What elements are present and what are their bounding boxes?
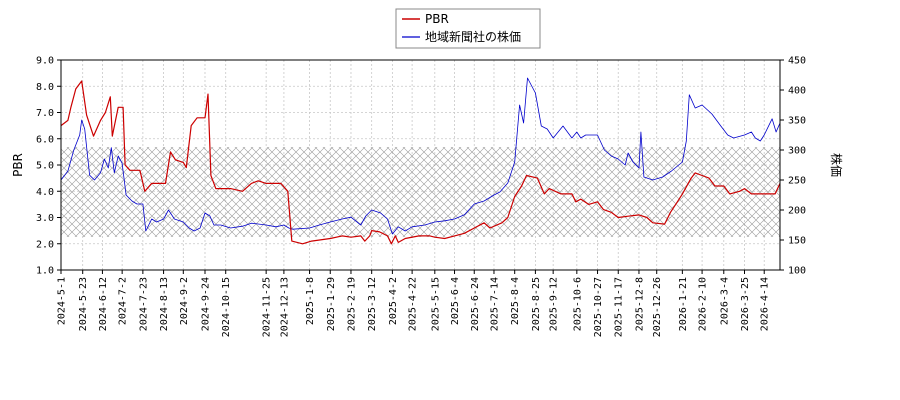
tick-label: 2024-6-12 [98,277,109,331]
tick-label: 2025-1-29 [326,277,337,331]
tick-label: 5.0 [36,161,54,172]
tick-label: 2024-10-15 [221,277,232,337]
tick-label: 2024-7-2 [118,277,129,325]
tick-label: 2024-12-13 [279,277,290,337]
legend-box [395,8,541,49]
y-axis-left-label: PBR [11,153,25,177]
tick-label: 2024-7-23 [138,277,149,331]
tick-label: 2026-1-21 [678,277,689,331]
y-axis-right-label: 株価 [829,153,844,177]
tick-label: 2025-8-4 [510,277,521,325]
tick-label: 2025-4-2 [388,277,399,325]
tick-label: 2025-3-12 [367,277,378,331]
tick-label: 2025-2-19 [346,277,357,331]
tick-label: 2025-6-24 [470,277,481,331]
tick-label: 2025-11-17 [614,277,625,337]
tick-label: 7.0 [36,108,54,119]
legend-label-pbr: PBR [425,12,449,26]
tick-label: 2024-9-2 [179,277,190,325]
tick-label: 300 [788,146,806,157]
tick-label: 2025-12-26 [652,277,663,337]
tick-label: 1.0 [36,266,54,277]
tick-label: 2026-3-25 [740,277,751,331]
tick-label: 450 [788,56,806,67]
tick-label: 2025-8-25 [531,277,542,331]
tick-label: 2025-12-8 [634,277,645,331]
tick-label: 100 [788,266,806,277]
tick-label: 350 [788,116,806,127]
y-axis-right-ticks: 100 150 200 250 300 350 400 450 [780,56,806,277]
tick-label: 2024-11-25 [262,277,273,337]
tick-label: 6.0 [36,134,54,145]
tick-label: 2025-6-4 [450,277,461,325]
y-axis-left-ticks: 1.0 2.0 3.0 4.0 5.0 6.0 7.0 8.0 9.0 [36,56,61,277]
tick-label: 250 [788,176,806,187]
tick-label: 2025-4-22 [408,277,419,331]
tick-label: 2025-10-27 [593,277,604,337]
series-line-pbr [60,80,781,245]
tick-label: 8.0 [36,82,54,93]
tick-label: 4.0 [36,187,54,198]
series-lines [60,77,781,245]
series-line-price [60,77,781,235]
tick-label: 3.0 [36,213,54,224]
tick-label: 150 [788,236,806,247]
tick-label: 2024-8-13 [159,277,170,331]
tick-label: 2025-9-12 [549,277,560,331]
tick-label: 400 [788,86,806,97]
legend-label-price: 地域新聞社の株価 [425,29,521,44]
legend: PBR 地域新聞社の株価 [395,8,541,49]
tick-label: 200 [788,206,806,217]
tick-label: 2024-5-1 [57,277,68,325]
tick-label: 2.0 [36,239,54,250]
tick-label: 2025-5-15 [430,277,441,331]
tick-label: 2026-3-4 [719,277,730,325]
tick-label: 2024-5-23 [78,277,89,331]
tick-label: 2026-2-10 [698,277,709,331]
plot-area [60,59,781,271]
tick-label: 2026-4-14 [760,277,771,331]
x-axis-ticks: 2024-5-1 2024-5-23 2024-6-12 2024-7-2 2024-7… [57,270,771,337]
tick-label: 2025-7-14 [489,277,500,331]
tick-label: 9.0 [36,56,54,67]
tick-label: 2024-9-24 [200,277,211,331]
tick-label: 2025-1-8 [305,277,316,325]
tick-label: 2025-10-6 [572,277,583,331]
